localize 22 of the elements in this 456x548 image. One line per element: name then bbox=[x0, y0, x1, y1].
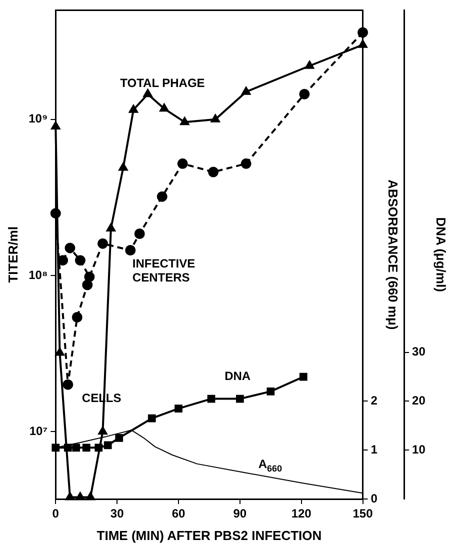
y3-axis-title: DNA (μg/ml) bbox=[434, 217, 449, 292]
annotation: DNA bbox=[224, 369, 251, 384]
y3-tick-label: 30 bbox=[412, 344, 426, 359]
x-tick-label: 120 bbox=[291, 506, 312, 521]
x-tick-label: 60 bbox=[172, 506, 186, 521]
x-tick-label: 30 bbox=[110, 506, 124, 521]
x-axis-title: TIME (MIN) AFTER PBS2 INFECTION bbox=[96, 528, 322, 543]
y2-axis-title: ABSORBANCE (660 mμ) bbox=[386, 179, 401, 330]
y2-tick-label: 0 bbox=[370, 491, 378, 506]
y-axis-title: TITER/ml bbox=[5, 226, 20, 283]
y-tick-label: 10⁷ bbox=[29, 424, 48, 438]
y2-tick-label: 1 bbox=[370, 442, 378, 456]
y-tick-label: 10⁹ bbox=[28, 112, 48, 126]
annotation: TOTAL PHAGE bbox=[120, 76, 205, 90]
y-tick-label: 10⁸ bbox=[28, 268, 48, 282]
y3-tick-label: 20 bbox=[412, 394, 426, 408]
y2-tick-label: 2 bbox=[370, 394, 378, 408]
x-tick-label: 150 bbox=[352, 506, 374, 521]
y3-tick-label: 10 bbox=[412, 442, 426, 456]
x-tick-label: 90 bbox=[233, 506, 247, 521]
x-tick-label: 0 bbox=[52, 506, 60, 521]
annotation: INFECTIVE CENTERS bbox=[132, 256, 196, 285]
